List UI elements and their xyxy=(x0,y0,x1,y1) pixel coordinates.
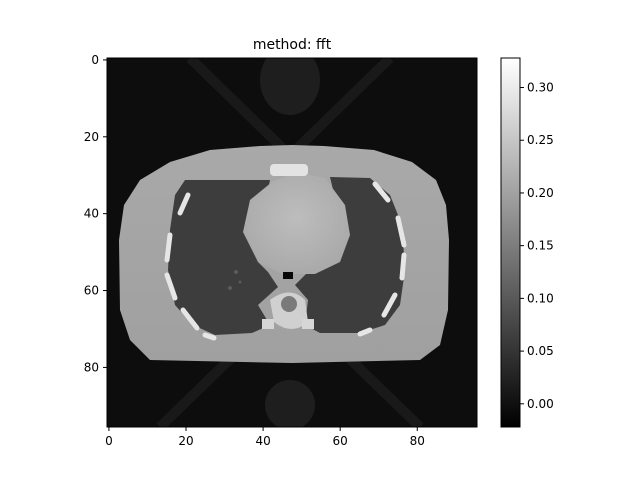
sternum xyxy=(270,164,308,176)
heatmap-image xyxy=(107,58,477,427)
y-tick-label: 80 xyxy=(84,360,99,374)
y-tick-label: 40 xyxy=(84,207,99,221)
colorbar-ticks: 0.30 0.25 0.20 0.15 0.10 0.05 0.00 xyxy=(520,81,554,411)
y-tick-label: 60 xyxy=(84,284,99,298)
y-axis-ticks: 0 20 40 60 80 xyxy=(84,53,107,374)
x-tick-label: 40 xyxy=(255,434,270,448)
chart-title: method: fft xyxy=(253,37,332,53)
colorbar-tick-label: 0.20 xyxy=(527,186,554,200)
right-lung xyxy=(295,177,405,333)
x-tick-label: 0 xyxy=(105,434,113,448)
colorbar-tick-label: 0.00 xyxy=(527,397,554,411)
colorbar-tick-label: 0.05 xyxy=(527,344,554,358)
colorbar-tick-label: 0.15 xyxy=(527,239,554,253)
x-tick-label: 80 xyxy=(410,434,425,448)
colorbar xyxy=(500,57,521,428)
y-tick-label: 20 xyxy=(84,130,99,144)
colorbar-tick-label: 0.30 xyxy=(527,81,554,95)
ribs xyxy=(164,181,407,341)
colorbar-tick-label: 0.25 xyxy=(527,133,554,147)
x-axis-ticks: 0 20 40 60 80 xyxy=(105,427,425,448)
x-tick-label: 20 xyxy=(178,434,193,448)
heart xyxy=(243,172,350,274)
axes-frame xyxy=(106,57,478,428)
x-tick-label: 60 xyxy=(333,434,348,448)
y-tick-label: 0 xyxy=(91,53,99,67)
colorbar-tick-label: 0.10 xyxy=(527,291,554,305)
